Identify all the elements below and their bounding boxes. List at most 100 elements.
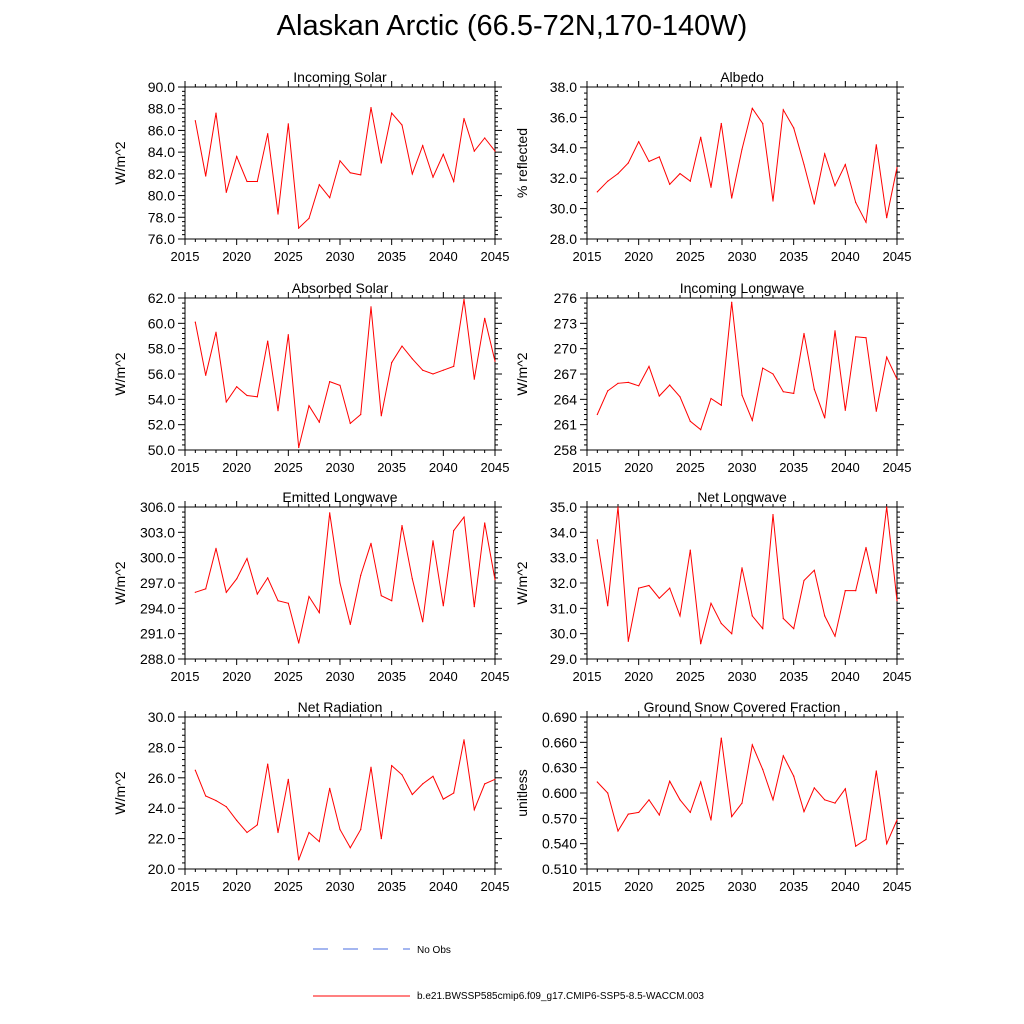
chart-7-data-point	[494, 778, 496, 780]
chart-7-data-point	[432, 775, 434, 777]
chart-3-data-point	[256, 396, 258, 398]
chart-7-ytick-label: 24.0	[148, 800, 175, 816]
chart-7: Net Radiation W/m^2 2015 2020 2025 2030 2035 20…	[112, 699, 509, 894]
chart-5-data-point	[329, 512, 331, 514]
chart-1-xtick-label: 2015	[171, 249, 200, 264]
chart-1-data-point	[236, 155, 238, 158]
chart-4-data-point	[607, 390, 609, 392]
chart-8-xtick-label: 2020	[624, 879, 653, 894]
chart-2-data-point	[875, 144, 877, 146]
chart-3-ylabel: W/m^2	[112, 352, 128, 395]
chart-8-data-point	[638, 811, 640, 814]
chart-2-data-point	[824, 153, 826, 155]
chart-7-data-point	[267, 763, 269, 765]
chart-8-data-point	[648, 799, 650, 801]
chart-3-data-point	[463, 298, 465, 300]
legend-model-label: b.e21.BWSSP585cmip6.f09_g17.CMIP6-SSP5-8…	[417, 991, 704, 1002]
chart-2-data-point	[607, 180, 609, 182]
chart-5-xtick-label: 2015	[171, 669, 200, 684]
chart-2-data-point	[741, 148, 743, 150]
chart-7-xtick-label: 2030	[326, 879, 355, 894]
chart-1-xtick-label: 2020	[222, 249, 251, 264]
chart-1-series-line	[194, 107, 496, 230]
chart-3-data-point	[473, 378, 475, 380]
chart-2-data-point	[772, 200, 774, 202]
chart-2-xtick-label: 2045	[883, 249, 912, 264]
chart-5-xtick-label: 2040	[429, 669, 458, 684]
chart-4-data-point	[658, 395, 660, 397]
chart-5-data-point	[422, 621, 424, 623]
chart-2-xtick-label: 2025	[676, 249, 705, 264]
chart-4-ytick-label: 270	[554, 341, 578, 357]
chart-2-data-point	[793, 127, 795, 129]
chart-8-xtick-label: 2035	[779, 879, 808, 894]
chart-4-data-point	[844, 409, 846, 411]
chart-7-data-point	[246, 831, 248, 834]
chart-3-data-point	[432, 373, 434, 375]
chart-4-ytick-label: 261	[554, 417, 578, 433]
chart-8-series-line	[596, 738, 898, 848]
chart-4-xtick-label: 2035	[779, 460, 808, 475]
chart-5-xtick-label: 2030	[326, 669, 355, 684]
chart-8-data-point	[865, 838, 867, 841]
chart-7-xtick-label: 2015	[171, 879, 200, 894]
chart-6-data-point	[741, 567, 743, 569]
chart-1-xtick-label: 2040	[429, 249, 458, 264]
chart-1-data-point	[432, 176, 434, 178]
chart-5-data-point	[277, 600, 279, 602]
chart-8-xtick-label: 2030	[728, 879, 757, 894]
chart-6-data-point	[638, 587, 640, 589]
chart-6-data-point	[658, 597, 660, 599]
chart-7-data-point	[422, 783, 424, 785]
chart-1-data-point	[318, 184, 320, 186]
chart-4-data-point	[762, 367, 764, 369]
chart-6-xtick-label: 2015	[573, 669, 602, 684]
chart-6-xtick-label: 2020	[624, 669, 653, 684]
chart-1-data-point	[256, 180, 258, 183]
chart-6-series-line	[596, 506, 898, 644]
chart-4-data-point	[627, 381, 629, 383]
chart-3-data-point	[349, 422, 351, 424]
chart-6-data-point	[751, 615, 753, 617]
chart-5-data-point	[339, 582, 341, 584]
chart-4-data-point	[720, 404, 722, 406]
chart-8-data-point	[896, 819, 898, 821]
chart-7-xtick-label: 2040	[429, 879, 458, 894]
chart-2-data-point	[803, 163, 805, 166]
chart-7-data-point	[194, 769, 196, 771]
chart-2-data-point	[865, 221, 867, 223]
chart-4-data-point	[896, 378, 898, 380]
chart-3-xtick-label: 2040	[429, 460, 458, 475]
chart-6-xtick-label: 2025	[676, 669, 705, 684]
chart-5-data-point	[215, 547, 217, 550]
chart-4-data-point	[689, 420, 691, 422]
chart-2-ytick-label: 32.0	[550, 170, 577, 186]
chart-6-data-point	[896, 600, 898, 602]
chart-1-ytick-label: 90.0	[148, 79, 175, 95]
chart-1-data-point	[463, 117, 465, 120]
chart-6-data-point	[648, 584, 650, 587]
chart-3-data-point	[287, 334, 289, 336]
chart-2-data-point	[782, 109, 784, 111]
chart-5-data-point	[246, 557, 248, 560]
chart-4-data-point	[617, 382, 619, 384]
chart-5-xtick-label: 2020	[222, 669, 251, 684]
chart-7-series-line	[194, 739, 496, 861]
chart-8-data-point	[658, 814, 660, 816]
chart-7-data-point	[391, 765, 393, 767]
chart-8-data-point	[679, 799, 681, 801]
chart-8-xtick-label: 2040	[831, 879, 860, 894]
chart-8-data-point	[751, 744, 753, 746]
chart-8-data-point	[607, 792, 609, 794]
chart-1-ytick-label: 80.0	[148, 188, 175, 204]
chart-7-data-point	[318, 841, 320, 843]
chart-4-data-point	[669, 384, 671, 386]
chart-4-ytick-label: 273	[554, 315, 578, 331]
chart-4-xtick-label: 2020	[624, 460, 653, 475]
chart-1-data-point	[329, 197, 331, 199]
chart-8-data-point	[813, 787, 815, 789]
chart-8-title: Ground Snow Covered Fraction	[644, 699, 841, 715]
chart-8-data-point	[762, 768, 764, 771]
chart-8-ytick-label: 0.690	[542, 709, 577, 725]
chart-4-data-point	[751, 419, 753, 421]
